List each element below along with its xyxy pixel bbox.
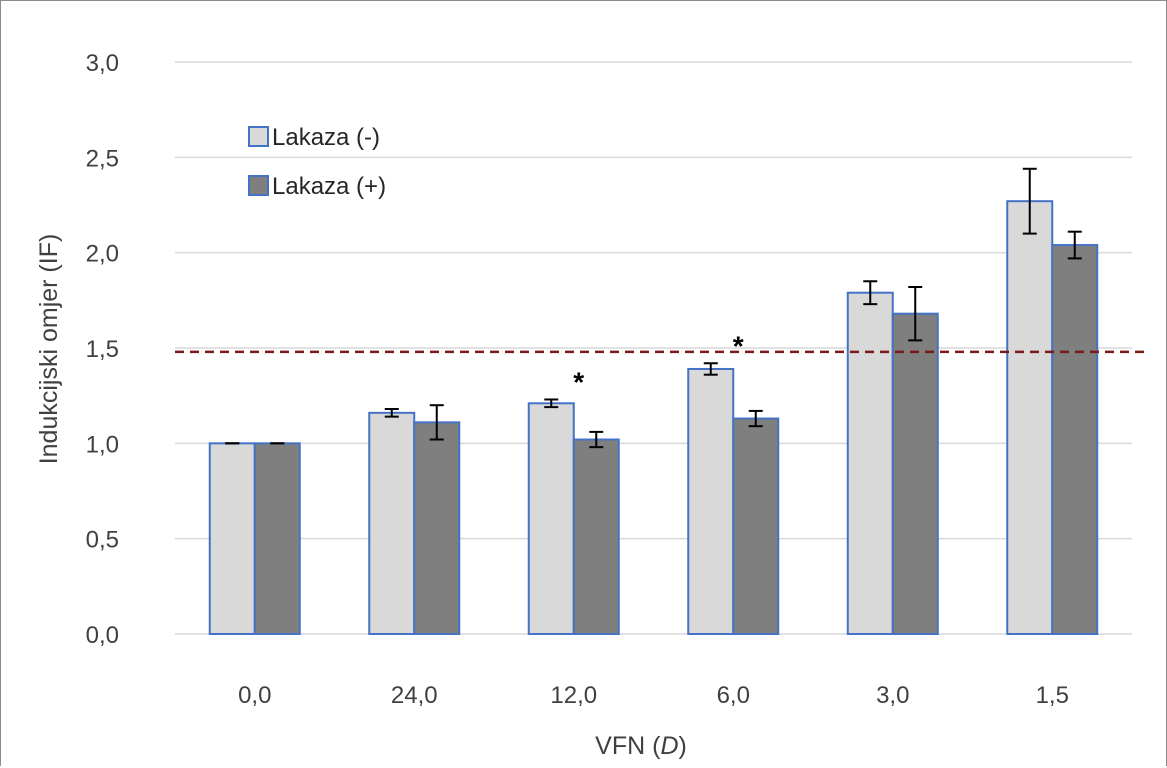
legend-label-lakaza-minus: Lakaza (-) bbox=[272, 124, 380, 151]
x-tick-label: 24,0 bbox=[391, 682, 438, 709]
bar-lakaza-plus bbox=[572, 438, 620, 635]
bar-lakaza-plus bbox=[1051, 244, 1099, 635]
x-axis-title: VFN (D) bbox=[595, 732, 687, 760]
x-axis-title-end: ) bbox=[679, 732, 687, 760]
y-tick-label: 2,5 bbox=[86, 145, 119, 172]
bar-lakaza-plus bbox=[732, 417, 780, 635]
y-axis-title: Indukcijski omjer (IF) bbox=[35, 234, 63, 465]
x-tick-label: 12,0 bbox=[550, 682, 597, 709]
x-tick-label: 0,0 bbox=[238, 682, 271, 709]
annotations: ** bbox=[573, 330, 744, 397]
legend-label-lakaza-plus: Lakaza (+) bbox=[272, 173, 386, 200]
bar-lakaza-minus bbox=[527, 402, 575, 635]
significance-asterisk: * bbox=[733, 330, 744, 361]
gridlines bbox=[175, 61, 1132, 635]
bar-lakaza-plus bbox=[253, 442, 301, 636]
error-bars bbox=[225, 167, 1082, 449]
legend-swatch-lakaza-plus bbox=[248, 175, 269, 196]
y-tick-label: 0,0 bbox=[86, 622, 119, 649]
y-tick-label: 1,5 bbox=[86, 336, 119, 363]
bar-lakaza-minus bbox=[687, 367, 735, 635]
bar-lakaza-minus bbox=[846, 291, 894, 635]
bar-lakaza-minus bbox=[208, 442, 256, 636]
y-tick-label: 0,5 bbox=[86, 527, 119, 554]
x-axis-title-italic: D bbox=[660, 732, 678, 760]
legend-swatch-lakaza-minus bbox=[248, 126, 269, 147]
legend: Lakaza (-) Lakaza (+) bbox=[248, 124, 386, 200]
bar-lakaza-minus bbox=[368, 411, 416, 635]
bars bbox=[208, 200, 1099, 636]
x-tick-label: 1,5 bbox=[1036, 682, 1069, 709]
bar-lakaza-plus bbox=[891, 312, 939, 635]
y-tick-label: 3,0 bbox=[86, 50, 119, 77]
x-axis-title-main: VFN ( bbox=[595, 732, 661, 760]
y-tick-label: 2,0 bbox=[86, 241, 119, 268]
bar-lakaza-minus bbox=[1006, 200, 1054, 635]
x-axis-ticks: 0,0 24,0 12,0 6,0 3,0 1,5 bbox=[238, 682, 1069, 709]
y-axis-ticks: 0,0 0,5 1,0 1,5 2,0 2,5 3,0 bbox=[86, 50, 119, 649]
x-tick-label: 3,0 bbox=[876, 682, 909, 709]
x-tick-label: 6,0 bbox=[717, 682, 750, 709]
significance-asterisk: * bbox=[573, 366, 584, 397]
bar-lakaza-plus bbox=[413, 421, 461, 635]
y-tick-label: 1,0 bbox=[86, 431, 119, 458]
